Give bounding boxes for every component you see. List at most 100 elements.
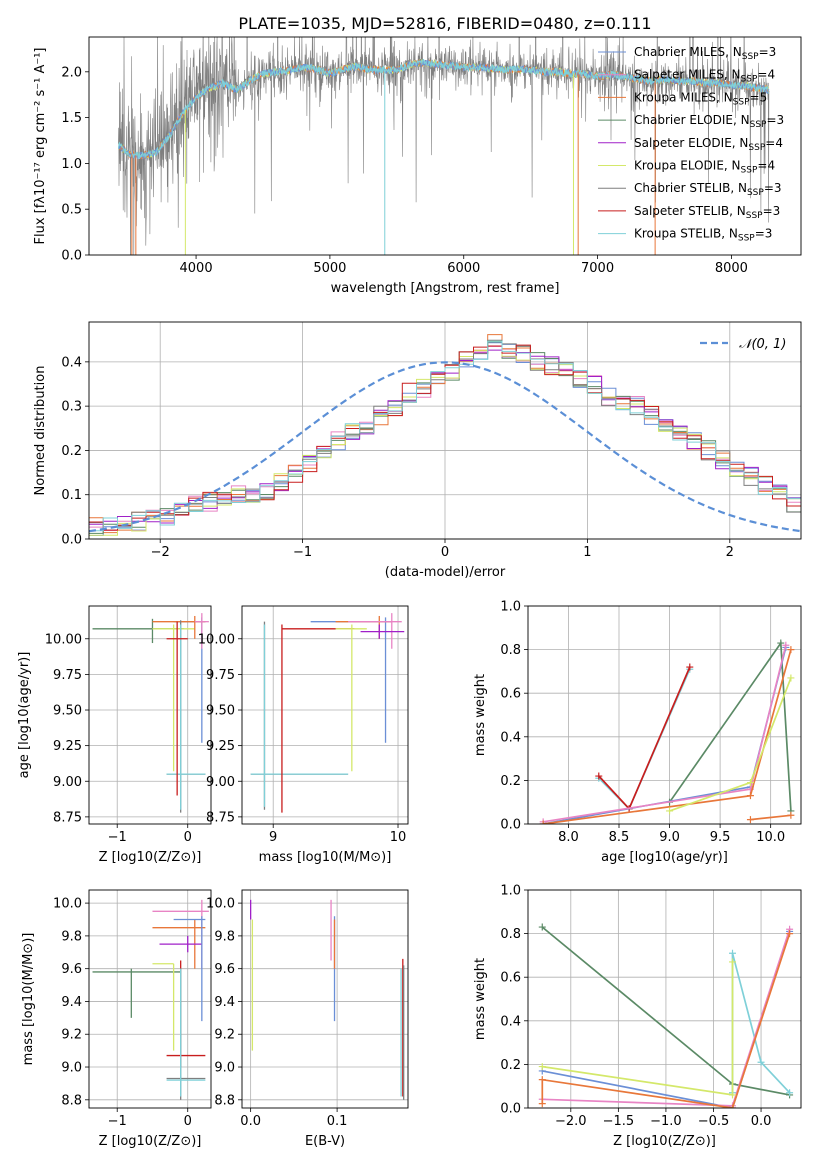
age_vs_Z-ylabel: age [log10(age/yr)]: [17, 652, 32, 779]
weight_vs_age-ylabel: mass weight: [473, 674, 488, 756]
weight_vs_age-ytick-label: 0.0: [500, 818, 521, 833]
spectrum-ytick-label: 0.0: [61, 249, 82, 264]
weight-marker: [787, 811, 795, 819]
mass_vs_EBV-ytick-label: 9.4: [214, 995, 235, 1010]
weight_vs_Z-axes: −2.0 −1.5 −1.0 −0.5 0.0 0.0 0.2 0.4 0.6 0.8 1.0 Z […: [473, 884, 801, 1149]
weight-marker: [746, 816, 754, 824]
weight_vs_age-ytick-label: 0.6: [500, 687, 521, 702]
spectrum-ytick-label: 1.0: [61, 157, 82, 172]
spectrum-ytick-label: 0.5: [61, 203, 82, 218]
legend-label: Kroupa MILES, NSSP=5: [634, 90, 767, 107]
residual_hist-ytick-label: 0.1: [61, 488, 82, 503]
age_vs_mass-frame: [241, 605, 409, 825]
weight_vs_Z-series: [538, 923, 794, 1108]
weight_vs_Z-xlabel: Z [log10(Z/Z⊙)]: [613, 1134, 716, 1149]
legend-label: Chabrier ELODIE, NSSP=3: [634, 113, 784, 130]
weight-marker: [782, 641, 790, 649]
weight-marker: [729, 1104, 737, 1108]
age_vs_mass-axes: 9 10 8.75 9.00 9.25 9.50 9.75 10.00 mass [log10(…: [198, 606, 408, 865]
weight_vs_Z-xtick-label: −1.0: [650, 1114, 682, 1129]
spectrum-ylabel: Flux [fλ10⁻¹⁷ erg cm⁻² s⁻¹ A⁻¹]: [33, 48, 48, 245]
residual_hist-xtick-label: 1: [583, 545, 591, 560]
age_vs_mass-ytick-label: 9.75: [206, 668, 235, 683]
weight_vs_Z-xtick-label: −1.5: [603, 1114, 635, 1129]
age_vs_Z-xtick-label: 0: [184, 830, 192, 845]
weight-marker: [595, 772, 603, 780]
mass_vs_Z-frame: [88, 889, 212, 1109]
age_vs_mass-ytick-label: 9.50: [206, 704, 235, 719]
mass_vs_EBV-ytick-label: 8.8: [214, 1093, 235, 1108]
weight_vs_age-axes: 8.0 8.5 9.0 9.5 10.0 0.0 0.2 0.4 0.6 0.8 1.0 age [l…: [473, 600, 801, 865]
spectrum-frame: [88, 36, 802, 256]
residual_hist-xtick-label: −2: [151, 545, 170, 560]
spectrum-ytick-label: 2.0: [61, 65, 82, 80]
weight_vs_age-ytick-label: 1.0: [500, 600, 521, 615]
residual_hist-xtick-label: 2: [726, 545, 734, 560]
weight_vs_age-ytick-label: 0.8: [500, 643, 521, 658]
mass_vs_Z-ytick-label: 9.6: [61, 962, 82, 977]
age_vs_Z-xlabel: Z [log10(Z/Z⊙)]: [99, 850, 202, 865]
weight-line-kroupa_miles: [750, 814, 791, 821]
residual_hist-axes: −2 −1 0 1 2 0.0 0.1 0.2 0.3 0.4 (data-model)/error…: [33, 322, 801, 580]
legend-gaussian-label: 𝒩(0, 1): [739, 337, 786, 352]
legend-label: Chabrier MILES, NSSP=3: [634, 45, 776, 62]
age_vs_mass-ytick-label: 9.25: [206, 739, 235, 754]
weight_vs_Z-ylabel: mass weight: [473, 958, 488, 1040]
age_vs_Z-points: [92, 613, 209, 813]
legend-label: Kroupa ELODIE, NSSP=4: [634, 159, 775, 176]
weight_vs_age-xtick-label: 8.0: [558, 830, 579, 845]
mass_vs_Z-xlabel: Z [log10(Z/Z⊙)]: [99, 1134, 202, 1149]
hist-frame: [88, 321, 802, 540]
age_vs_mass-ytick-label: 10.00: [198, 632, 235, 647]
weight-marker: [757, 1058, 765, 1066]
weight-line-salpeter_stelib: [598, 666, 691, 811]
weight-marker: [787, 646, 795, 654]
weight_vs_Z-xtick-label: −2.0: [555, 1114, 587, 1129]
mass_vs_EBV-ytick-label: 9.6: [214, 962, 235, 977]
weight-marker: [786, 930, 794, 938]
spectrum-xtick-label: 8000: [715, 261, 748, 276]
spectrum-legend: Chabrier MILES, NSSP=3 Salpeter MILES, NS…: [598, 45, 784, 244]
mass_vs_EBV-frame: [241, 889, 409, 1109]
legend-label: Salpeter STELIB, NSSP=3: [634, 204, 780, 221]
weight_vs_age-ytick-label: 0.4: [500, 730, 521, 745]
weight-marker: [538, 1076, 546, 1084]
weight-marker: [666, 807, 674, 815]
spectrum-ytick-label: 1.5: [61, 111, 82, 126]
age_vs_mass-points: [250, 613, 405, 813]
age_vs_mass-xtick-label: 9: [269, 830, 277, 845]
weight-marker: [538, 1063, 546, 1071]
residual_hist-ytick-label: 0.0: [61, 533, 82, 548]
hist-kroupa_stelib: [89, 340, 801, 532]
weight_vs_Z-ytick-label: 0.6: [500, 971, 521, 986]
age_vs_mass-ytick-label: 8.75: [206, 810, 235, 825]
model-fit-kroupa_stelib: [117, 58, 770, 160]
weight-marker: [787, 674, 795, 682]
weight_vs_Z-ytick-label: 0.8: [500, 927, 521, 942]
age_vs_Z-ytick-label: 9.75: [53, 668, 82, 683]
weight-marker: [777, 639, 785, 647]
mass_vs_EBV-ytick-label: 9.0: [214, 1061, 235, 1076]
spectrum-axes: 4000 5000 6000 7000 8000 0.0 0.5 1.0 1.5 2.0 wavel…: [33, 48, 748, 297]
residual_hist-ytick-label: 0.2: [61, 444, 82, 459]
mass_vs_EBV-xtick-label: 0.0: [240, 1114, 261, 1129]
spectrum-traces: [117, 37, 770, 255]
mass_vs_EBV-ytick-label: 10.0: [206, 897, 235, 912]
figure-title: PLATE=1035, MJD=52816, FIBERID=0480, z=0…: [238, 14, 651, 33]
mass_vs_Z-ylabel: mass [log10(M/M⊙)]: [21, 933, 36, 1066]
weight_vs_age-frame: [527, 605, 802, 825]
mass_vs_Z-ytick-label: 10.0: [53, 897, 82, 912]
mass_vs_Z-ytick-label: 9.8: [61, 929, 82, 944]
age_vs_Z-ytick-label: 8.75: [53, 810, 82, 825]
weight_vs_Z-ytick-label: 0.4: [500, 1014, 521, 1029]
weight-marker: [786, 1089, 794, 1097]
weight_vs_Z-xtick-label: −0.5: [698, 1114, 730, 1129]
mass_vs_EBV-points: [249, 899, 405, 1100]
weight-marker: [729, 1091, 737, 1099]
weight-marker: [729, 958, 737, 966]
mass_vs_EBV-ytick-label: 9.2: [214, 1028, 235, 1043]
weight-marker: [539, 820, 547, 824]
mass_vs_Z-ytick-label: 9.2: [61, 1028, 82, 1043]
legend-label: Salpeter ELODIE, NSSP=4: [634, 136, 783, 153]
